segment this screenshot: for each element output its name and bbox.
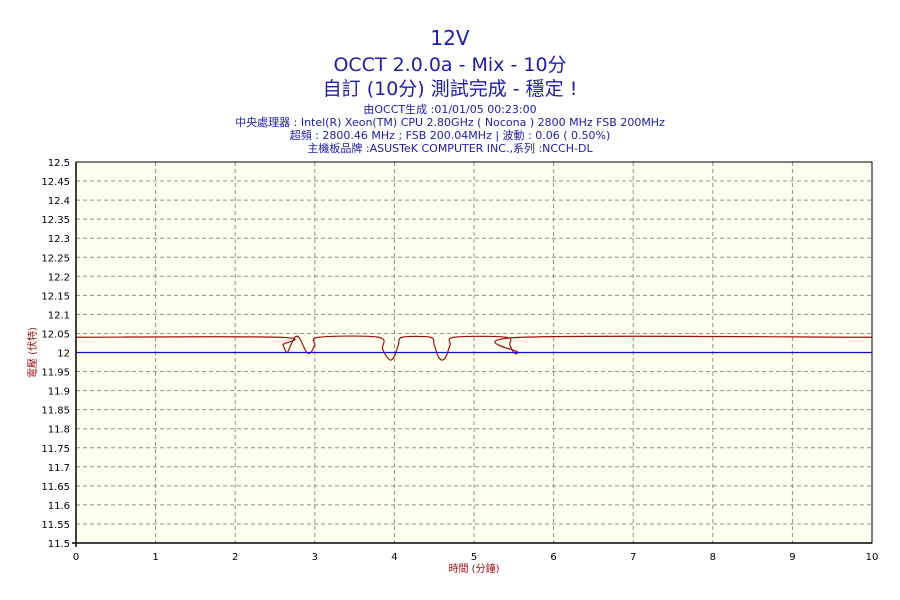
y-tick-label: 12.1 xyxy=(48,310,70,321)
x-tick-label: 9 xyxy=(789,552,795,563)
y-tick-labels: 12.5 12.45 12.4 12.35 12.3 12.25 12.2 12.15 12.1… xyxy=(41,158,70,550)
y-tick-label: 12.5 xyxy=(48,158,70,169)
x-tick-label: 2 xyxy=(232,552,238,563)
y-tick-label: 11.8 xyxy=(48,425,70,436)
y-tick-label: 12 xyxy=(57,349,70,360)
y-tick-label: 11.55 xyxy=(41,520,70,531)
x-tick-labels: 0 1 2 3 4 5 6 7 8 9 10 xyxy=(73,552,879,563)
y-tick-label: 11.65 xyxy=(41,482,70,493)
x-tick-label: 10 xyxy=(866,552,879,563)
y-tick-label: 12.2 xyxy=(48,272,70,283)
generated-info: 由OCCT生成 :01/01/05 00:23:00 xyxy=(363,103,537,116)
y-tick-label: 12.4 xyxy=(48,196,70,207)
test-status: 自訂 (10分) 測試完成 - 穩定 ! xyxy=(322,78,578,100)
x-tick-label: 6 xyxy=(550,552,556,563)
y-tick-label: 12.45 xyxy=(41,177,70,188)
y-tick-label: 11.6 xyxy=(48,501,70,512)
y-tick-label: 12.25 xyxy=(41,253,70,264)
x-tick-label: 8 xyxy=(710,552,716,563)
axis-lines xyxy=(72,162,872,547)
cpu-info: 中央處理器 : Intel(R) Xeon(TM) CPU 2.80GHz ( … xyxy=(235,116,665,129)
y-tick-label: 11.7 xyxy=(48,463,70,474)
x-tick-label: 5 xyxy=(471,552,477,563)
y-tick-label: 11.75 xyxy=(41,444,70,455)
y-tick-label: 11.85 xyxy=(41,406,70,417)
y-tick-label: 11.5 xyxy=(48,539,70,550)
motherboard-info: 主機板品牌 :ASUSTeK COMPUTER INC.,系列 :NCCH-DL xyxy=(307,142,593,155)
y-axis-label: 電壓 (伏特) xyxy=(26,327,39,378)
x-axis-label: 時間 (分鐘) xyxy=(449,562,500,575)
overclock-info: 超頻 : 2800.46 MHz ; FSB 200.04MHz | 波動 : … xyxy=(289,129,611,142)
y-tick-label: 12.35 xyxy=(41,215,70,226)
chart-subtitle: OCCT 2.0.0a - Mix - 10分 xyxy=(333,54,567,76)
x-tick-label: 7 xyxy=(630,552,636,563)
x-tick-label: 0 xyxy=(73,552,79,563)
y-tick-label: 12.05 xyxy=(41,329,70,340)
y-tick-label: 12.15 xyxy=(41,291,70,302)
x-tick-label: 4 xyxy=(391,552,397,563)
x-tick-label: 3 xyxy=(312,552,318,563)
y-tick-label: 12.3 xyxy=(48,234,70,245)
series-layer xyxy=(75,335,873,361)
x-tick-label: 1 xyxy=(152,552,158,563)
y-tick-label: 11.9 xyxy=(48,387,70,398)
y-tick-label: 11.95 xyxy=(41,368,70,379)
chart-title: 12V xyxy=(430,26,470,50)
voltage-line xyxy=(75,335,873,361)
